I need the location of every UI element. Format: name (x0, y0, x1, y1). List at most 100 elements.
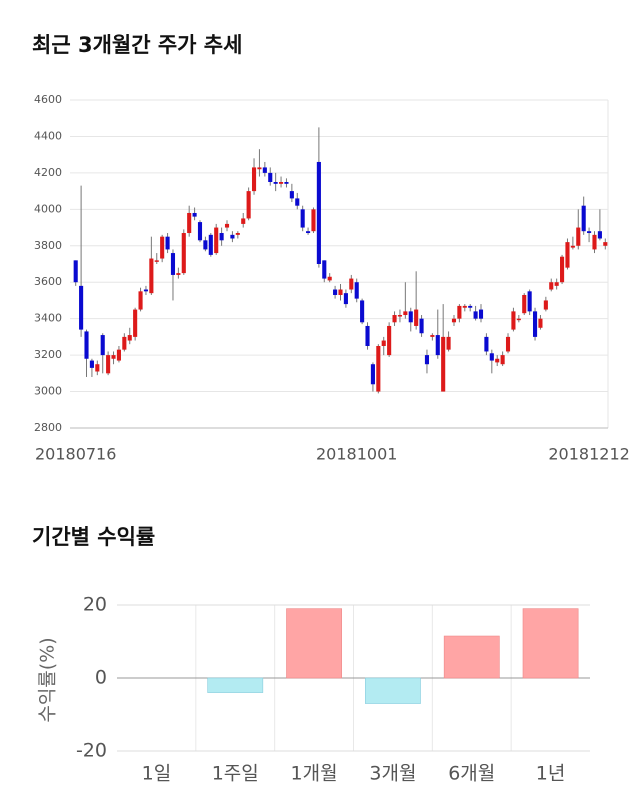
candle-body (354, 282, 359, 299)
candle-body (143, 289, 149, 292)
y-tick-label: 20 (83, 594, 107, 616)
y-tick-label: 3000 (34, 385, 62, 398)
candle-body (430, 335, 435, 337)
x-tick-label: 1주일 (212, 763, 259, 785)
candle-body (187, 212, 192, 234)
candle-body (468, 305, 473, 308)
candle-body (300, 209, 305, 228)
candle-body (176, 273, 181, 275)
candle-body (495, 358, 500, 363)
candle-body (370, 364, 375, 385)
candle-body (127, 335, 132, 341)
candle-body (306, 231, 311, 234)
candle-body (511, 311, 516, 330)
candle-body (273, 182, 278, 184)
y-tick-label: 3200 (34, 348, 62, 361)
y-tick-label: 4200 (34, 166, 62, 179)
candle-body (419, 318, 424, 334)
candle-body (349, 278, 354, 290)
candle-body (268, 172, 273, 182)
candle-body (170, 253, 176, 275)
candle-body (381, 340, 386, 346)
candle-body (122, 336, 127, 350)
bar (286, 608, 342, 679)
candle-body (532, 311, 538, 337)
candle-body (446, 336, 451, 350)
candle-body (376, 346, 381, 392)
candle-body (279, 182, 284, 184)
candle-body (257, 167, 262, 170)
candle-body (333, 289, 338, 295)
y-tick-label: 4400 (34, 129, 62, 142)
x-tick-label: 1개월 (291, 763, 338, 785)
candle-body (251, 167, 257, 192)
y-tick-label: -20 (76, 740, 107, 762)
candle-body (214, 227, 219, 254)
candle-body (587, 231, 592, 234)
candle-body (387, 325, 392, 356)
candle-body (322, 260, 327, 279)
candle-body (241, 218, 246, 224)
candle-body (603, 242, 608, 246)
candle-body (343, 293, 348, 305)
candle-body (165, 236, 170, 250)
candle-body (435, 335, 440, 356)
bar (522, 608, 579, 679)
candle-body (106, 355, 111, 374)
bar (365, 677, 421, 704)
candle-body (451, 318, 457, 323)
candle-body (581, 205, 586, 232)
candle-body (338, 289, 343, 295)
candle-body (457, 305, 462, 319)
x-tick-label: 1일 (142, 763, 172, 785)
y-axis-label: 수익률(%) (37, 637, 59, 722)
candle-body (360, 300, 365, 323)
y-tick-label: 3600 (34, 275, 62, 288)
candle-body (311, 209, 316, 232)
candle-body (538, 318, 543, 328)
candle-body (138, 291, 143, 310)
candle-body (565, 242, 570, 268)
candle-body (489, 353, 494, 361)
candle-body (208, 234, 213, 255)
candle-body (289, 191, 294, 199)
candle-body (597, 231, 602, 239)
candle-body (116, 349, 121, 361)
candle-body (262, 167, 267, 173)
x-tick-label: 1년 (536, 763, 566, 785)
y-tick-label: 3800 (34, 239, 62, 252)
candle-body (414, 309, 419, 326)
candle-body (149, 258, 154, 294)
y-tick-label: 0 (95, 667, 107, 689)
bar (207, 677, 264, 693)
candle-body (235, 233, 240, 235)
candle-body (576, 227, 581, 246)
x-tick-label: 6개월 (448, 763, 495, 785)
y-tick-label: 4600 (34, 93, 62, 106)
candle-body (392, 315, 397, 323)
candle-body (478, 309, 484, 319)
candle-body (295, 198, 300, 206)
candle-body (462, 305, 467, 308)
candle-body (230, 234, 235, 239)
candle-body (246, 191, 251, 219)
candle-body (160, 236, 165, 259)
candle-body (549, 282, 554, 290)
candle-body (473, 311, 478, 319)
candle-body (527, 291, 532, 312)
candle-body (284, 182, 289, 184)
candle-body (327, 276, 332, 281)
candle-body (365, 325, 370, 346)
bar (443, 635, 500, 679)
candle-body (424, 355, 430, 365)
x-tick-label: 3개월 (369, 763, 416, 785)
candle-body (522, 294, 527, 314)
candle-body (133, 309, 138, 337)
candle-body (505, 336, 511, 352)
candle-body (192, 212, 197, 217)
x-tick-label: 20181001 (316, 445, 397, 464)
x-tick-label: 20180716 (35, 445, 116, 464)
candle-body (484, 336, 489, 352)
candle-body (197, 222, 203, 241)
